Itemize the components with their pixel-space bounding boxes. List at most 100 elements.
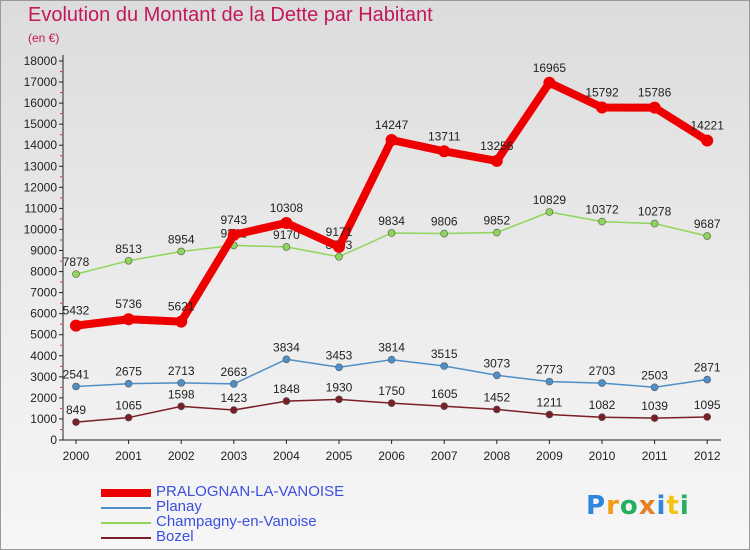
- data-point: [122, 313, 135, 326]
- data-point: [282, 355, 291, 364]
- y-tick-label: 12000: [24, 180, 58, 194]
- y-tick-label: 11000: [25, 201, 58, 215]
- data-point: [703, 375, 712, 384]
- x-tick-label: 2002: [168, 449, 195, 463]
- legend-swatch-champagny: [101, 522, 151, 524]
- data-label: 15786: [638, 86, 672, 100]
- data-label: 5736: [115, 297, 142, 311]
- x-tick-label: 2007: [431, 449, 458, 463]
- data-label: 14221: [691, 119, 725, 133]
- data-label: 9852: [483, 214, 510, 228]
- data-label: 15792: [585, 85, 619, 99]
- data-label: 2703: [589, 364, 616, 378]
- data-label: 13256: [480, 139, 514, 153]
- data-label: 7878: [63, 255, 90, 269]
- data-label: 1750: [378, 384, 405, 398]
- x-tick-label: 2000: [63, 449, 90, 463]
- data-point: [492, 228, 501, 237]
- data-label: 13711: [428, 129, 461, 143]
- data-point: [124, 256, 133, 265]
- data-point: [598, 217, 606, 226]
- y-tick-label: 17000: [24, 75, 58, 89]
- data-label: 2541: [63, 367, 90, 381]
- data-label: 8954: [168, 232, 195, 246]
- data-label: 1848: [273, 382, 300, 396]
- data-point: [440, 362, 449, 370]
- data-label: 849: [66, 403, 86, 417]
- data-label: 10829: [533, 193, 567, 207]
- data-label: 1065: [115, 399, 142, 413]
- data-point: [333, 240, 345, 253]
- legend-swatch-pralognan: [101, 489, 151, 497]
- data-label: 9171: [326, 225, 353, 239]
- proxiti-logo: Proxiti: [586, 491, 690, 521]
- data-label: 8513: [115, 242, 142, 256]
- y-tick-label: 7000: [30, 286, 57, 300]
- data-label: 3834: [273, 340, 300, 354]
- data-point: [701, 134, 714, 147]
- data-label: 3814: [378, 341, 405, 355]
- y-tick-label: 8000: [30, 265, 57, 279]
- data-label: 1039: [641, 399, 668, 413]
- data-label: 2773: [536, 363, 563, 377]
- data-label: 9170: [273, 228, 300, 242]
- y-tick-label: 0: [50, 433, 57, 447]
- data-point: [440, 229, 449, 238]
- data-point: [282, 397, 291, 405]
- data-label: 10278: [638, 205, 672, 219]
- y-tick-label: 10000: [24, 222, 58, 236]
- data-label: 2871: [694, 361, 721, 375]
- data-label: 1211: [536, 396, 562, 410]
- data-point: [227, 228, 240, 241]
- data-point: [72, 418, 80, 426]
- y-tick-label: 14000: [24, 138, 58, 152]
- data-point: [230, 380, 238, 388]
- y-tick-label: 4000: [30, 349, 57, 363]
- x-tick-label: 2008: [483, 449, 510, 463]
- data-label: 9834: [378, 214, 405, 228]
- legend-swatch-planay: [101, 507, 151, 509]
- x-tick-label: 2003: [220, 449, 247, 463]
- y-tick-label: 13000: [24, 159, 58, 173]
- x-tick-label: 2004: [273, 449, 300, 463]
- legend-label-bozel: Bozel: [156, 528, 194, 545]
- data-label: 2663: [220, 365, 247, 379]
- data-point: [124, 379, 133, 388]
- data-label: 1930: [326, 380, 353, 394]
- y-tick-label: 16000: [24, 96, 58, 110]
- data-label: 16965: [533, 61, 567, 75]
- data-label: 3073: [483, 356, 510, 370]
- legend-label-planay: Planay: [156, 498, 202, 515]
- data-point: [72, 270, 80, 278]
- data-label: 9687: [694, 217, 721, 231]
- data-point: [124, 413, 133, 422]
- data-label: 9806: [431, 215, 458, 229]
- data-label: 10372: [585, 203, 619, 217]
- y-tick-label: 2000: [30, 391, 57, 405]
- data-point: [280, 216, 293, 229]
- data-point: [387, 355, 396, 364]
- data-point: [440, 402, 449, 411]
- data-label: 2503: [641, 368, 668, 382]
- data-point: [335, 395, 343, 404]
- data-point: [177, 402, 185, 411]
- data-point: [596, 101, 608, 114]
- data-point: [72, 382, 80, 391]
- data-point: [492, 405, 501, 414]
- y-tick-label: 5000: [30, 328, 57, 342]
- y-tick-label: 15000: [24, 117, 58, 131]
- data-point: [648, 101, 661, 114]
- data-label: 1423: [220, 391, 247, 405]
- data-label: 1082: [589, 398, 616, 412]
- data-label: 5432: [63, 304, 90, 318]
- data-label: 2675: [115, 365, 142, 379]
- y-tick-label: 9000: [30, 244, 57, 258]
- data-point: [703, 232, 712, 240]
- data-point: [177, 379, 185, 387]
- x-tick-label: 2005: [326, 449, 353, 463]
- data-point: [230, 406, 238, 414]
- data-point: [650, 414, 659, 422]
- data-point: [545, 377, 554, 386]
- legend-swatch-bozel: [101, 537, 151, 539]
